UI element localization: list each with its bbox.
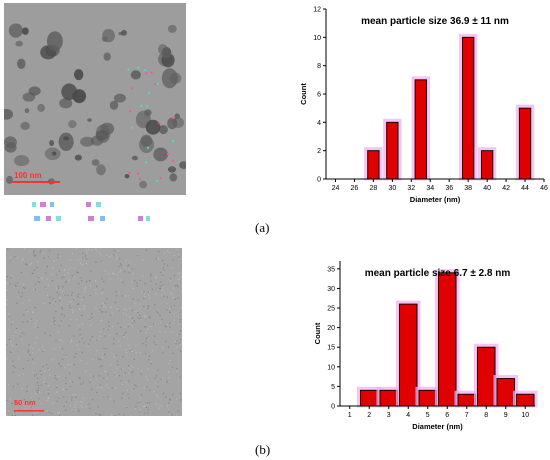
histogram-b: 0 5 10 15 20 25 30 35 1 2 3 4 5 6 7 8 9 10 Diameter (nm) Co… [300, 256, 550, 434]
histogram-a-x-tick-label: 36 [445, 185, 453, 192]
histogram-b-y-tick-label: 25 [327, 306, 335, 313]
histogram-b-y-tick-label: 35 [327, 266, 335, 273]
histogram-b-y-tick-label: 5 [331, 384, 335, 391]
histogram-b-bar [359, 389, 379, 407]
histogram-b-x-axis-label: Diameter (nm) [412, 422, 463, 431]
histogram-b-title: mean particle size 6.7 ± 2.8 nm [365, 268, 511, 279]
image-a-artifacts [32, 202, 150, 221]
histogram-a-x-tick-label: 44 [521, 185, 529, 192]
histogram-a-x-tick-label: 38 [464, 185, 472, 192]
histogram-a-x-tick-label: 26 [351, 185, 359, 192]
histogram-a-x-tick-label: 34 [426, 185, 434, 192]
tem-image-a-canvas [4, 3, 186, 195]
histogram-b-x-tick-label: 6 [445, 412, 449, 419]
histogram-a-title: mean particle size 36.9 ± 11 nm [361, 16, 509, 27]
histogram-b-y-tick-label: 0 [331, 404, 335, 411]
tem-image-a: 100 nm [4, 3, 186, 195]
scale-bar-label-a: 100 nm [14, 171, 42, 180]
histogram-b-x-tick-label: 4 [406, 412, 410, 419]
histogram-a-x-tick-label: 30 [388, 185, 396, 192]
histogram-a-y-tick-label: 2 [317, 148, 321, 155]
histogram-a-bar [386, 121, 399, 180]
histogram-a-axes [325, 9, 544, 180]
histogram-b-y-axis-label: Count [313, 322, 322, 344]
histogram-b-x-tick-label: 8 [484, 412, 488, 419]
histogram-b-x-tick-label: 1 [348, 412, 352, 419]
histogram-a-bar [461, 36, 475, 180]
histogram-b-bar [437, 272, 457, 407]
histogram-a-bar [414, 79, 427, 180]
histogram-a-bar [480, 150, 494, 180]
histogram-b-y-tick-label: 15 [327, 345, 335, 352]
histogram-a-bar [367, 150, 380, 180]
histogram-a-x-tick-label: 42 [502, 185, 510, 192]
histogram-b-x-tick-label: 9 [504, 412, 508, 419]
histogram-a: 0 2 4 6 8 10 12 24 26 28 30 32 34 36 38 40 42 44 46 Diamete… [296, 4, 550, 209]
histogram-b-svg: 0 5 10 15 20 25 30 35 1 2 3 4 5 6 7 8 9 10 Diameter (nm) Co… [313, 261, 538, 431]
histogram-a-bar [518, 107, 532, 180]
histogram-a-y-tick-label: 4 [317, 120, 321, 127]
histogram-b-bar [398, 303, 418, 407]
histogram-b-y-tick-label: 10 [327, 364, 335, 371]
histogram-a-x-tick-label: 24 [332, 185, 340, 192]
histogram-a-x-tick-label: 32 [407, 185, 415, 192]
histogram-a-y-tick-label: 0 [317, 177, 321, 184]
histogram-a-x-tick-label: 28 [369, 185, 377, 192]
histogram-a-x-axis-label: Diameter (nm) [410, 195, 461, 204]
histogram-b-bar [457, 393, 477, 407]
tem-image-b-canvas [6, 248, 182, 416]
caption-b: (b) [255, 442, 271, 457]
histogram-b-x-tick-label: 10 [521, 412, 529, 419]
histogram-b-y-tick-label: 20 [327, 325, 335, 332]
histogram-a-x-tick-label: 46 [540, 185, 548, 192]
histogram-b-bar [418, 389, 438, 407]
histogram-b-bar [379, 389, 399, 407]
histogram-b-x-tick-label: 2 [367, 412, 371, 419]
histogram-b-bar [515, 393, 535, 407]
histogram-a-x-tick-label: 40 [483, 185, 491, 192]
histogram-b-y-tick-label: 30 [327, 286, 335, 293]
histogram-b-x-tick-label: 3 [387, 412, 391, 419]
histogram-b-x-tick-label: 7 [465, 412, 469, 419]
scale-bar-label-b: 50 nm [14, 398, 36, 407]
histogram-a-y-tick-label: 8 [317, 63, 321, 70]
histogram-a-y-tick-label: 6 [317, 92, 321, 99]
caption-a: (a) [255, 220, 270, 235]
histogram-a-y-axis-label: Count [299, 83, 308, 105]
histogram-b-x-tick-label: 5 [426, 412, 430, 419]
tem-image-b: 50 nm [6, 248, 182, 416]
histogram-a-y-tick-label: 10 [313, 35, 321, 42]
histogram-b-bar [476, 346, 496, 407]
histogram-a-y-tick-label: 12 [313, 7, 321, 14]
histogram-b-bar [496, 378, 516, 407]
